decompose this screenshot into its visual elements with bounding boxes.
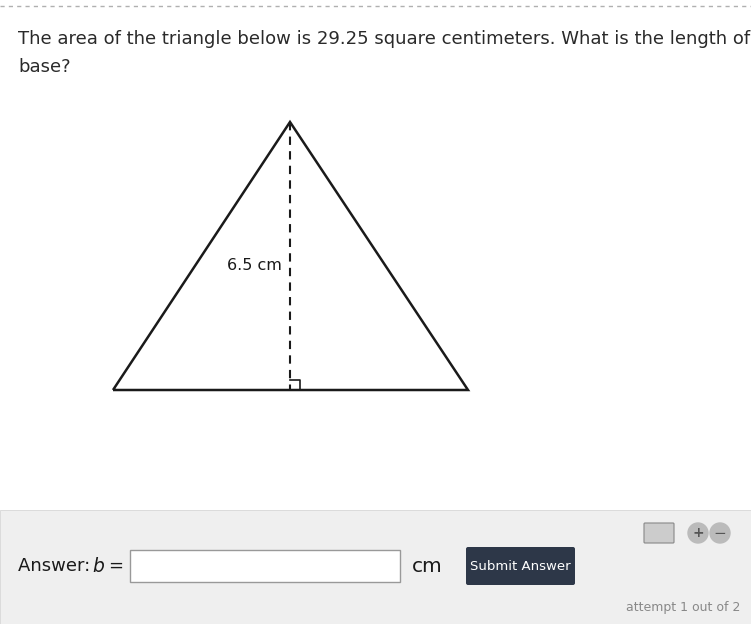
- Text: 6.5 cm: 6.5 cm: [227, 258, 282, 273]
- Circle shape: [688, 523, 708, 543]
- Text: =: =: [108, 557, 123, 575]
- Bar: [0, 510, 751, 624]
- Text: cm: cm: [412, 557, 443, 575]
- Text: Answer:: Answer:: [18, 557, 96, 575]
- Text: attempt 1 out of 2: attempt 1 out of 2: [626, 601, 740, 614]
- Text: base?: base?: [18, 58, 71, 76]
- FancyBboxPatch shape: [466, 547, 575, 585]
- Text: +: +: [692, 526, 704, 540]
- Text: $b$: $b$: [92, 557, 105, 575]
- Bar: [130, 550, 400, 582]
- Text: Submit Answer: Submit Answer: [469, 560, 570, 572]
- Text: The area of the triangle below is 29.25 square centimeters. What is the length o: The area of the triangle below is 29.25 …: [18, 30, 751, 48]
- FancyBboxPatch shape: [644, 523, 674, 543]
- Text: −: −: [713, 525, 726, 540]
- Circle shape: [710, 523, 730, 543]
